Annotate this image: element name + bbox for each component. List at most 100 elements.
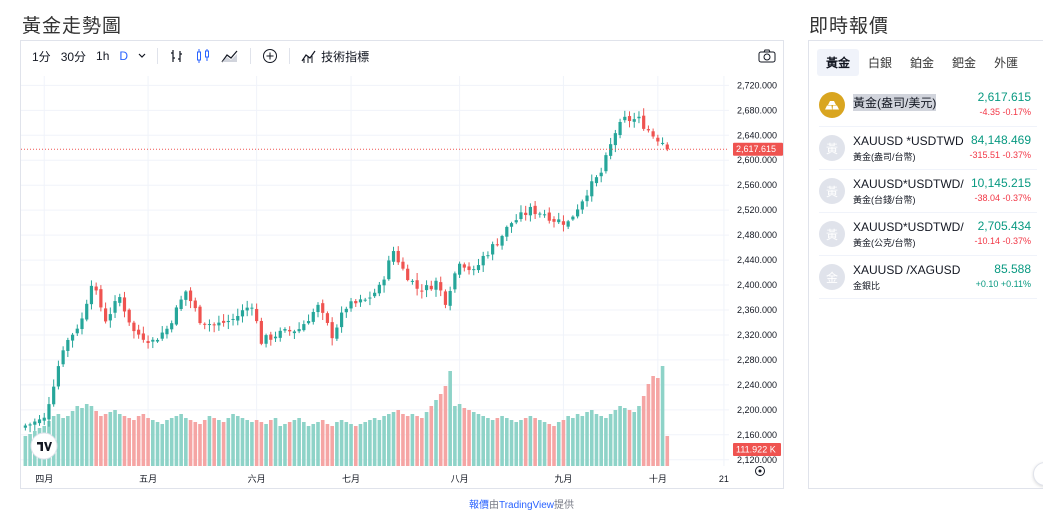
volume-bar [594,414,599,466]
volume-bar [401,414,405,466]
y-tick-label: 2,600.000 [737,155,777,165]
quote-symbol: XAUUSD /XAGUSD [853,262,961,277]
y-tick-label: 2,360.000 [737,305,777,315]
candle-body [632,119,636,122]
data-credit: 報價由TradingView提供 [0,496,1043,511]
candle-chart-icon[interactable] [190,45,216,67]
candle-body [476,265,481,271]
candle-body [170,323,174,330]
volume-bar [349,424,353,466]
candle-body [302,324,306,331]
volume-bar [94,411,98,466]
tab-gold[interactable]: 黃金 [817,49,860,76]
volume-bar [61,418,65,466]
area-chart-icon[interactable] [216,45,244,67]
quote-avatar: 黃 [819,135,845,161]
quote-tabs: 黃金 白銀 鉑金 鈀金 外匯 [809,41,1043,76]
camera-icon[interactable] [757,46,777,66]
candle-body [609,144,613,156]
candle-body [509,223,514,227]
credit-mid: 由 [488,500,499,511]
candle-body [439,282,443,291]
volume-bar [471,412,476,466]
volume-bar [250,422,254,466]
candle-body [665,144,669,150]
quote-main: XAUUSD*USDTWD/ 黃金(公克/台幣) [853,220,1037,249]
y-tick-label: 2,200.000 [737,405,777,415]
tab-platinum[interactable]: 鉑金 [910,56,935,70]
candle-body [236,315,240,321]
candle-body [642,115,646,129]
candle-body [651,131,655,137]
candle-body [297,329,301,332]
x-tick-label: 九月 [554,474,572,484]
volume-bar [660,366,665,466]
candle-body [349,301,353,309]
quote-row[interactable]: 黃 XAUUSD*USDTWD/ 黃金(公克/台幣) 2,705.434 -10… [819,213,1037,256]
candle-body [56,366,60,387]
interval-d-button[interactable]: D [119,49,129,63]
quote-symbol: XAUUSD *USDTWD [853,133,964,148]
indicators-label: 技術指標 [321,49,370,64]
volume-bar [486,418,490,466]
volume-bar [136,416,141,466]
price-chart[interactable]: 2,120.000 2,160.000 2,200.000 2,240.000 2,28… [21,71,783,489]
tradingview-link[interactable]: TradingView [498,500,555,511]
tradingview-logo[interactable] [30,432,58,460]
interval-1m-button[interactable]: 1分 [32,49,51,64]
quote-avatar: 黃 [819,178,845,204]
volume-bar [575,414,580,466]
bar-chart-icon[interactable] [164,45,190,67]
volume-bar [193,422,198,466]
candle-body [524,212,528,216]
candle-body [52,386,56,405]
candle-body [576,209,580,217]
volume-bar [103,414,108,466]
candle-body [590,181,594,197]
candle-body [113,301,117,313]
candle-body [387,260,391,280]
candle-body [42,417,46,421]
quote-price: 10,145.215 [970,176,1031,190]
volume-bar [259,422,264,466]
candles [23,108,669,433]
volume-bar [396,410,401,466]
volume-bar [665,436,670,466]
add-compare-icon[interactable] [257,45,283,67]
quote-row[interactable]: 黃 XAUUSD*USDTWD/ 黃金(台錢/台幣) 10,145.215 -3… [819,170,1037,213]
indicators-button[interactable]: 技術指標 [296,45,374,67]
quote-row[interactable]: 黃 XAUUSD *USDTWD 黃金(盎司/台幣) 84,148.469 -3… [819,127,1037,170]
volume-bar [56,414,61,466]
tab-palladium[interactable]: 鈀金 [952,56,977,70]
volume-bar [179,414,183,466]
volume-bar [160,424,165,466]
candle-body [99,289,103,308]
interval-1h-button[interactable]: 1h [96,49,110,63]
candle-body [514,220,518,223]
tab-silver[interactable]: 白銀 [868,56,893,70]
volume-bar [141,414,146,466]
quote-row[interactable]: 黃金(盎司/美元) 2,617.615 -4.35 -0.17% [819,84,1037,127]
volume-bar [505,418,509,466]
candle-body [273,336,278,339]
scroll-handle[interactable] [1033,462,1043,486]
candle-body [255,308,259,322]
volume-bar [415,416,419,466]
candle-body [448,290,452,306]
chevron-down-icon[interactable] [133,45,151,67]
candle-body [264,335,268,344]
candle-body [358,299,363,303]
tab-forex[interactable]: 外匯 [994,56,1019,70]
quote-row[interactable]: 金 XAUUSD /XAGUSD 金銀比 85.588 +0.10 +0.11% [819,256,1037,299]
interval-30m-button[interactable]: 30分 [60,49,87,64]
volume-bar [481,416,485,466]
volume-bar [353,426,358,466]
candle-body [283,329,287,331]
settings-gear-icon[interactable] [755,466,765,476]
volume-bar [212,418,216,466]
y-tick-label: 2,400.000 [737,280,777,290]
volume-bar [457,404,462,466]
candle-body [429,285,433,290]
y-tick-label: 2,720.000 [737,80,777,90]
price-axis: 2,120.000 2,160.000 2,200.000 2,240.000 2,28… [737,80,777,464]
